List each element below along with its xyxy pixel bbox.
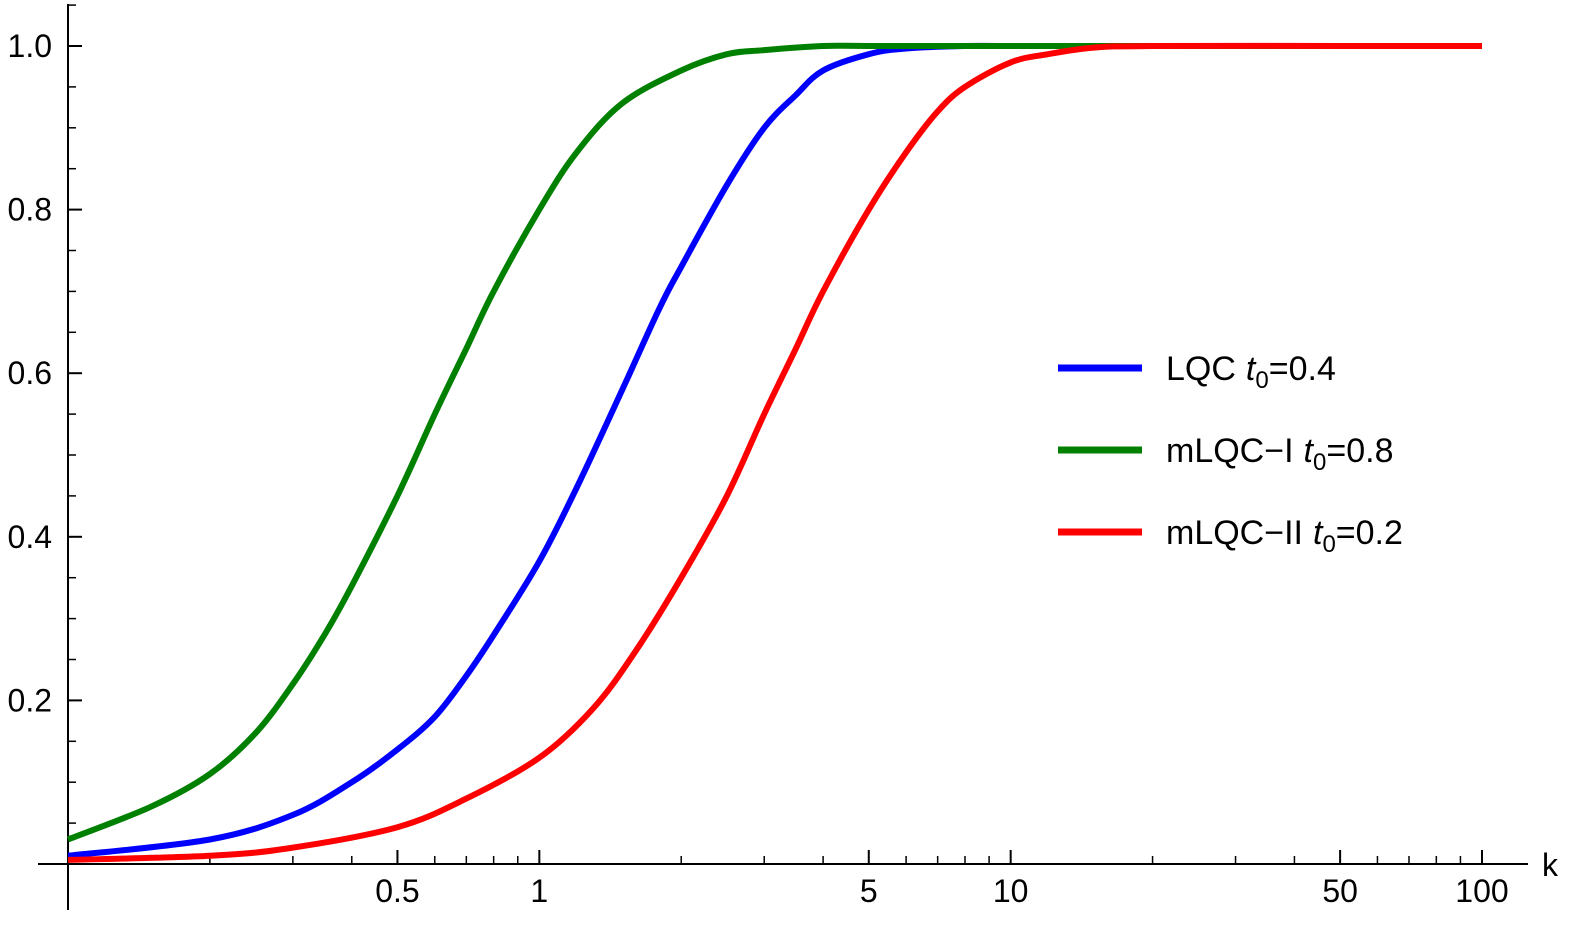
series-lines: [66, 42, 1482, 863]
y-tick-label: 0.4: [8, 519, 52, 555]
legend-t-subscript: 0: [1255, 367, 1268, 394]
legend-series-name: LQC: [1166, 350, 1236, 388]
legend-t-subscript: 0: [1322, 531, 1335, 558]
axis-ticks: 0.2 0.4 0.6 0.8 1.0 0.5 1 5 10 50 100: [8, 4, 1509, 909]
x-tick-label: 0.5: [375, 873, 419, 909]
legend-t-symbol: t: [1304, 432, 1315, 470]
x-tick-label: 50: [1322, 873, 1358, 909]
y-tick-label: 0.6: [8, 355, 52, 391]
legend-t-value: =0.8: [1326, 432, 1393, 470]
x-tick-label: 1: [530, 873, 548, 909]
legend-t-symbol: t: [1246, 350, 1257, 388]
axes: k: [38, 4, 1559, 910]
legend-t-value: =0.2: [1336, 514, 1403, 552]
legend-series-name: mLQC−I: [1166, 432, 1294, 470]
x-tick-label: 100: [1455, 873, 1508, 909]
series-line-1: [66, 42, 1482, 843]
series-line-2: [67, 42, 1482, 863]
legend-entry-1: mLQC−I t0=0.8: [1166, 432, 1393, 476]
y-tick-label: 1.0: [8, 28, 52, 64]
y-tick-label: 0.8: [8, 192, 52, 228]
legend-series-name: mLQC−II: [1166, 514, 1303, 552]
x-tick-label: 5: [860, 873, 878, 909]
legend-entry-2: mLQC−II t0=0.2: [1166, 514, 1403, 558]
legend-t-symbol: t: [1313, 514, 1324, 552]
legend-entry-0: LQC t0=0.4: [1166, 350, 1336, 394]
x-axis-title: k: [1542, 847, 1559, 883]
y-tick-label: 0.2: [8, 682, 52, 718]
x-tick-label: 10: [993, 873, 1029, 909]
legend-t-subscript: 0: [1313, 449, 1326, 476]
legend-t-value: =0.4: [1269, 350, 1336, 388]
